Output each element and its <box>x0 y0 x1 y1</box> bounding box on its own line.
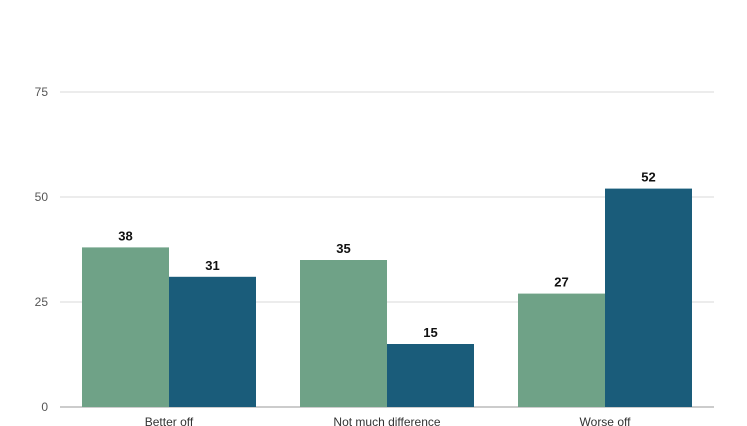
bar <box>518 293 605 407</box>
bar <box>387 344 474 407</box>
x-tick-label: Worse off <box>580 415 632 426</box>
y-tick-label: 75 <box>35 85 49 99</box>
y-tick-label: 0 <box>41 400 48 414</box>
data-label: 15 <box>423 325 437 340</box>
data-label: 27 <box>554 275 568 290</box>
x-tick-label: Better off <box>145 415 194 426</box>
x-tick-label: Not much difference <box>333 415 440 426</box>
bar <box>169 276 256 407</box>
bar <box>82 247 169 407</box>
y-tick-label: 50 <box>35 190 49 204</box>
data-label: 52 <box>641 170 655 185</box>
bar <box>300 260 387 407</box>
data-label: 31 <box>205 258 219 273</box>
data-label: 35 <box>336 241 350 256</box>
data-label: 38 <box>118 228 132 243</box>
bar <box>605 188 692 407</box>
y-tick-label: 25 <box>35 295 49 309</box>
